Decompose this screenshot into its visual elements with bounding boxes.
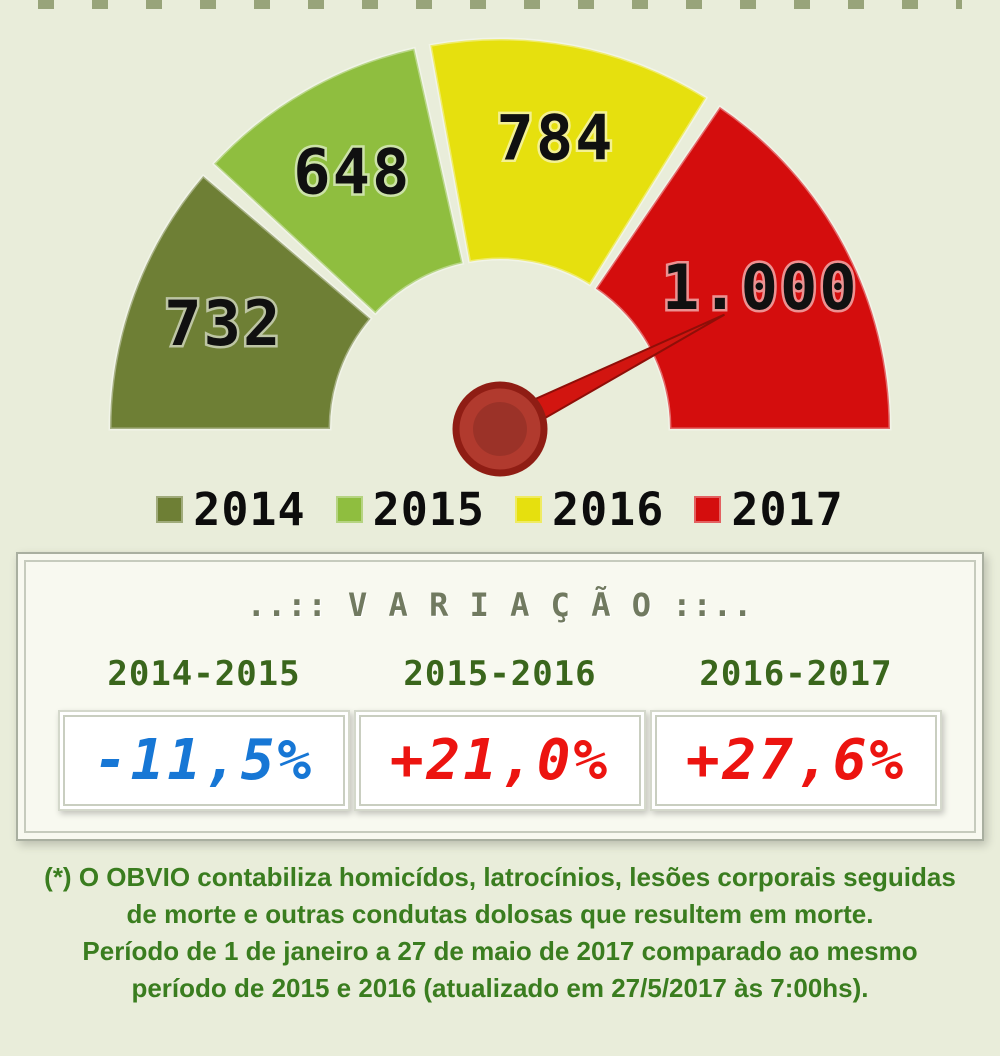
variation-period: 2016-2017 xyxy=(699,654,893,694)
variation-value-box: +27,6% xyxy=(650,710,942,811)
variation-value: -11,5% xyxy=(93,728,315,793)
footnote-line-3: Período de 1 de janeiro a 27 de maio de … xyxy=(82,935,918,966)
variation-value: +21,0% xyxy=(389,728,611,793)
gauge-chart: 732 648 784 1.000 xyxy=(108,37,892,477)
gauge-hub xyxy=(452,381,548,477)
gauge-segment-2016 xyxy=(428,37,709,287)
variation-column-2015-2016: 2015-2016 +21,0% xyxy=(354,654,646,811)
gauge-segment-2015 xyxy=(211,46,465,316)
gauge-segment-2017 xyxy=(593,104,892,431)
legend-item-2015: 2015 xyxy=(335,483,485,536)
gauge-segment-2014 xyxy=(108,173,373,431)
variation-column-2016-2017: 2016-2017 +27,6% xyxy=(650,654,942,811)
legend-swatch-2015 xyxy=(335,496,363,523)
legend-label-2017: 2017 xyxy=(731,483,844,536)
legend-swatch-2014 xyxy=(156,496,184,523)
gauge-value-2016: 784 xyxy=(497,101,615,174)
legend-label-2014: 2014 xyxy=(193,483,306,536)
gauge-value-2017: 1.000 xyxy=(662,251,859,324)
variation-period: 2014-2015 xyxy=(107,654,301,694)
variation-column-2014-2015: 2014-2015 -11,5% xyxy=(58,654,350,811)
variation-value: +27,6% xyxy=(685,728,907,793)
footnote-line-4: período de 2015 e 2016 (atualizado em 27… xyxy=(131,972,869,1003)
footnote: (*) O OBVIO contabiliza homicídos, latro… xyxy=(0,859,1000,1007)
footnote-line-1: (*) O OBVIO contabiliza homicídos, latro… xyxy=(44,862,956,892)
variation-value-box: -11,5% xyxy=(58,710,350,811)
legend-item-2014: 2014 xyxy=(156,483,305,536)
cropped-header-remnant xyxy=(38,0,962,9)
variation-value-box: +21,0% xyxy=(354,710,646,811)
legend-swatch-2016 xyxy=(515,496,542,523)
legend-item-2017: 2017 xyxy=(694,483,843,536)
gauge-hub-center xyxy=(473,402,527,456)
variation-panel: ..:: V A R I A Ç Ã O ::.. 2014-2015 -11,… xyxy=(16,552,984,841)
gauge-legend: 2014 2015 2016 2017 xyxy=(0,483,1000,536)
legend-label-2016: 2016 xyxy=(552,483,665,536)
gauge-section: 732 648 784 1.000 xyxy=(0,9,1000,481)
variation-title: ..:: V A R I A Ç Ã O ::.. xyxy=(246,586,754,624)
legend-item-2016: 2016 xyxy=(515,483,664,536)
variation-period: 2015-2016 xyxy=(403,654,597,694)
footnote-line-2: de morte e outras condutas dolosas que r… xyxy=(126,898,874,929)
variation-columns: 2014-2015 -11,5% 2015-2016 +21,0% 2016-2… xyxy=(44,654,956,811)
gauge-value-2015: 648 xyxy=(293,136,411,209)
legend-label-2015: 2015 xyxy=(372,483,485,536)
legend-swatch-2017 xyxy=(694,496,722,523)
gauge-value-2014: 732 xyxy=(164,287,282,360)
